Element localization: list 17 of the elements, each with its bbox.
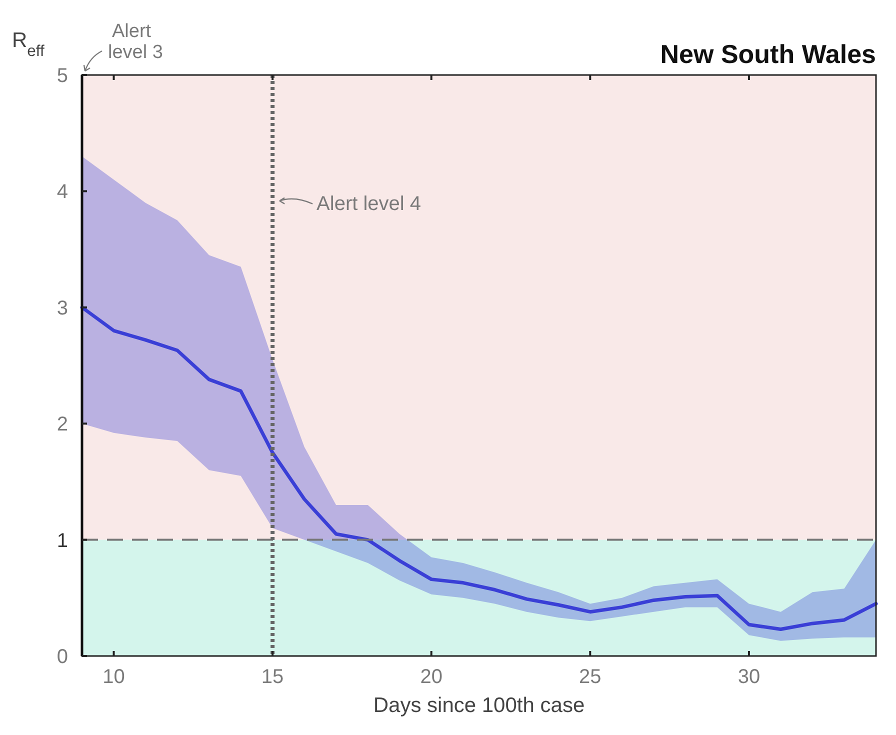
y-tick-label: 1 (56, 530, 68, 552)
y-tick-label: 0 (56, 646, 68, 668)
annotation: Alert level 3 (108, 21, 163, 63)
x-tick-label: 25 (579, 666, 602, 688)
ref-line-label: Alert level 4 (316, 192, 422, 215)
x-tick-label: 10 (102, 666, 125, 688)
y-tick-label: 3 (56, 297, 68, 320)
y-tick-label: 5 (56, 65, 68, 87)
chart-title: New South Wales (660, 39, 876, 69)
x-axis-title: Days since 100th case (373, 694, 585, 717)
x-tick-label: 30 (738, 666, 760, 688)
x-tick-label: 15 (261, 666, 284, 688)
y-tick-label: 4 (56, 181, 68, 204)
y-tick-label: 2 (56, 414, 68, 436)
x-tick-label: 20 (420, 666, 442, 688)
y-axis-title: R$_{eff}$ (12, 29, 46, 60)
line-series (80, 306, 878, 632)
